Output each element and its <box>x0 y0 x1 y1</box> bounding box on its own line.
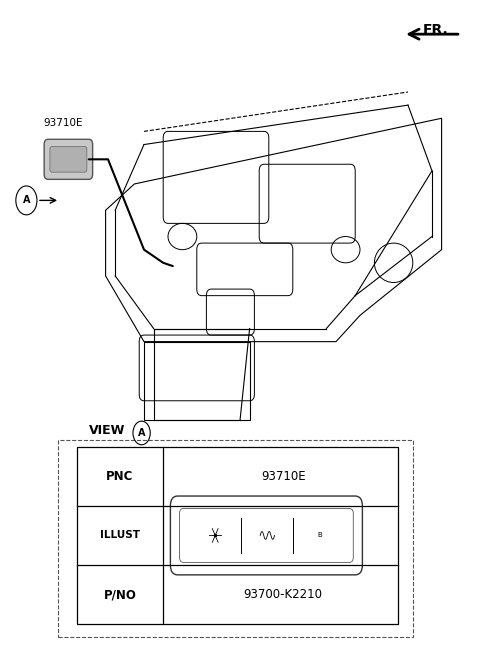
Text: VIEW: VIEW <box>89 424 125 437</box>
FancyBboxPatch shape <box>50 147 87 172</box>
Text: 93700-K2210: 93700-K2210 <box>244 588 323 601</box>
Text: PNC: PNC <box>106 470 134 483</box>
Text: A: A <box>138 428 145 438</box>
FancyBboxPatch shape <box>180 509 353 562</box>
Text: A: A <box>23 195 30 206</box>
Text: B: B <box>317 532 322 539</box>
FancyBboxPatch shape <box>44 139 93 179</box>
FancyBboxPatch shape <box>170 496 362 575</box>
Text: ILLUST: ILLUST <box>100 530 140 541</box>
Bar <box>77 447 398 624</box>
Text: 93710E: 93710E <box>261 470 305 483</box>
Text: P/NO: P/NO <box>104 588 136 601</box>
Text: FR.: FR. <box>422 22 448 37</box>
Text: 93710E: 93710E <box>44 118 84 128</box>
